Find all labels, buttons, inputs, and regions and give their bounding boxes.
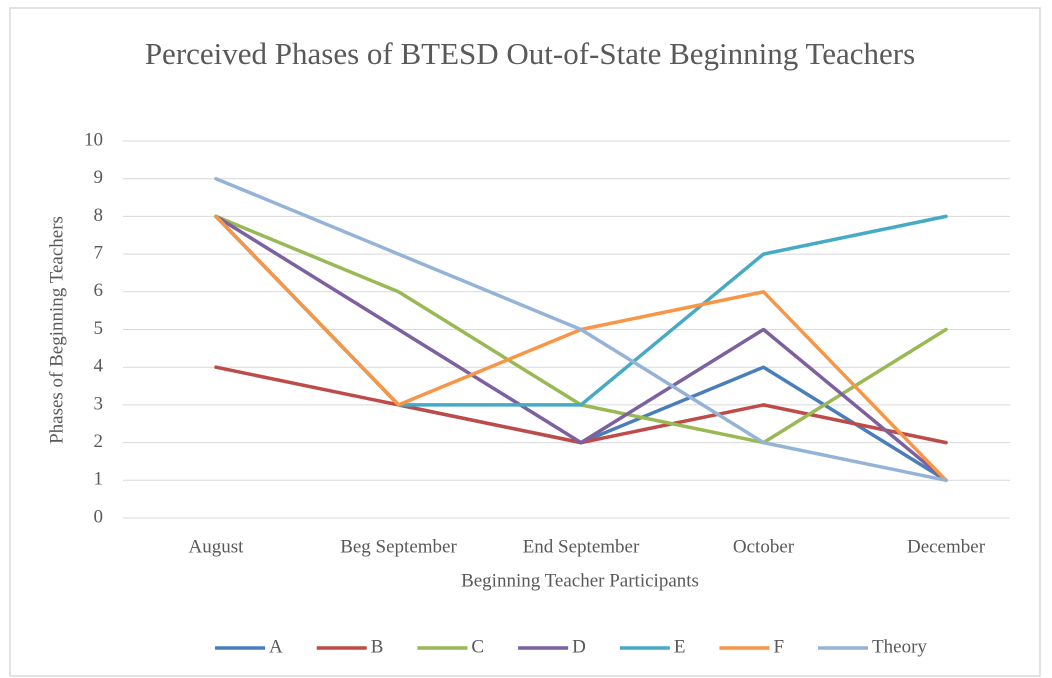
y-tick-label: 2 [94, 431, 104, 452]
legend-label: F [773, 636, 784, 657]
y-tick-label: 0 [94, 506, 104, 527]
x-axis-label: Beginning Teacher Participants [461, 570, 699, 591]
y-tick-label: 3 [94, 393, 104, 414]
x-tick-label: October [733, 536, 795, 557]
y-tick-label: 7 [94, 242, 104, 263]
legend-label: B [371, 636, 384, 657]
y-tick-label: 10 [84, 129, 103, 150]
legend-label: D [572, 636, 586, 657]
legend-label: Theory [872, 636, 927, 657]
legend-label: A [269, 636, 283, 657]
legend-label: E [674, 636, 686, 657]
chart-title: Perceived Phases of BTESD Out-of-State B… [144, 36, 916, 71]
x-tick-label: Beg September [340, 536, 457, 557]
y-tick-label: 5 [94, 318, 104, 339]
x-tick-label: August [189, 536, 245, 557]
y-tick-label: 4 [94, 356, 104, 377]
series-line [214, 176, 948, 483]
legend-label: C [471, 636, 484, 657]
y-tick-label: 9 [94, 167, 104, 188]
series-line [214, 214, 948, 483]
x-tick-label: End September [523, 536, 640, 557]
y-tick-label: 1 [94, 469, 104, 490]
x-tick-label: December [907, 536, 986, 557]
y-axis-label: Phases of Beginning Teachers [46, 216, 67, 444]
y-tick-label: 8 [94, 205, 104, 226]
y-tick-label: 6 [94, 280, 104, 301]
chart-frame [9, 7, 1041, 677]
